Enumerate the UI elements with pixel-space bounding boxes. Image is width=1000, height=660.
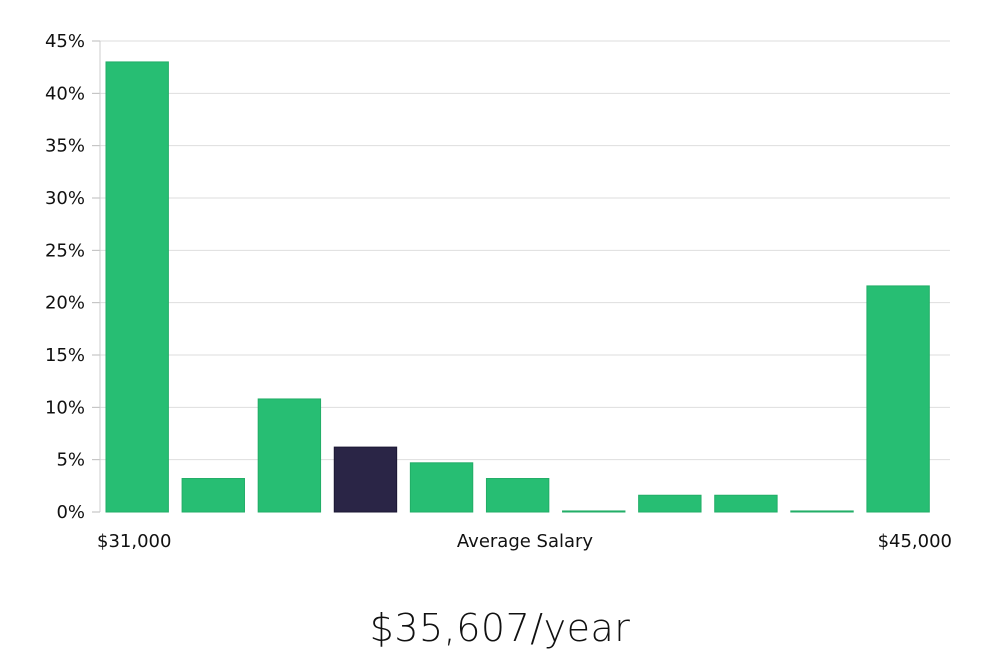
salary-histogram: 0% 5% 10% 15% 20% 25% 30% 35% 40% 45% $31,000 Ave…	[45, 31, 952, 552]
bar	[409, 462, 474, 513]
y-tick-label: 45%	[45, 31, 85, 52]
y-tick-label: 35%	[45, 136, 85, 157]
bar	[485, 478, 550, 513]
bar	[181, 478, 245, 513]
bar	[866, 285, 930, 513]
y-tick-label: 0%	[56, 502, 85, 523]
y-axis-ticks: 0% 5% 10% 15% 20% 25% 30% 35% 40% 45%	[45, 31, 100, 523]
x-axis-title: Average Salary	[457, 531, 594, 552]
bar	[257, 398, 322, 513]
bar	[562, 510, 626, 513]
y-tick-label: 25%	[45, 240, 85, 261]
y-tick-label: 10%	[45, 397, 85, 418]
average-salary-readout: $35,607/year	[369, 606, 631, 650]
gridlines	[100, 40, 950, 461]
x-min-label: $31,000	[97, 531, 171, 552]
bar-highlighted	[333, 446, 398, 513]
bar	[105, 61, 169, 513]
bars	[105, 61, 930, 513]
x-max-label: $45,000	[878, 531, 952, 552]
bar	[790, 510, 854, 513]
bar	[638, 494, 702, 513]
bar	[714, 494, 778, 513]
y-tick-label: 20%	[45, 293, 85, 314]
y-tick-label: 5%	[56, 450, 85, 471]
y-tick-label: 15%	[45, 345, 85, 366]
y-tick-label: 40%	[45, 83, 85, 104]
y-tick-label: 30%	[45, 188, 85, 209]
